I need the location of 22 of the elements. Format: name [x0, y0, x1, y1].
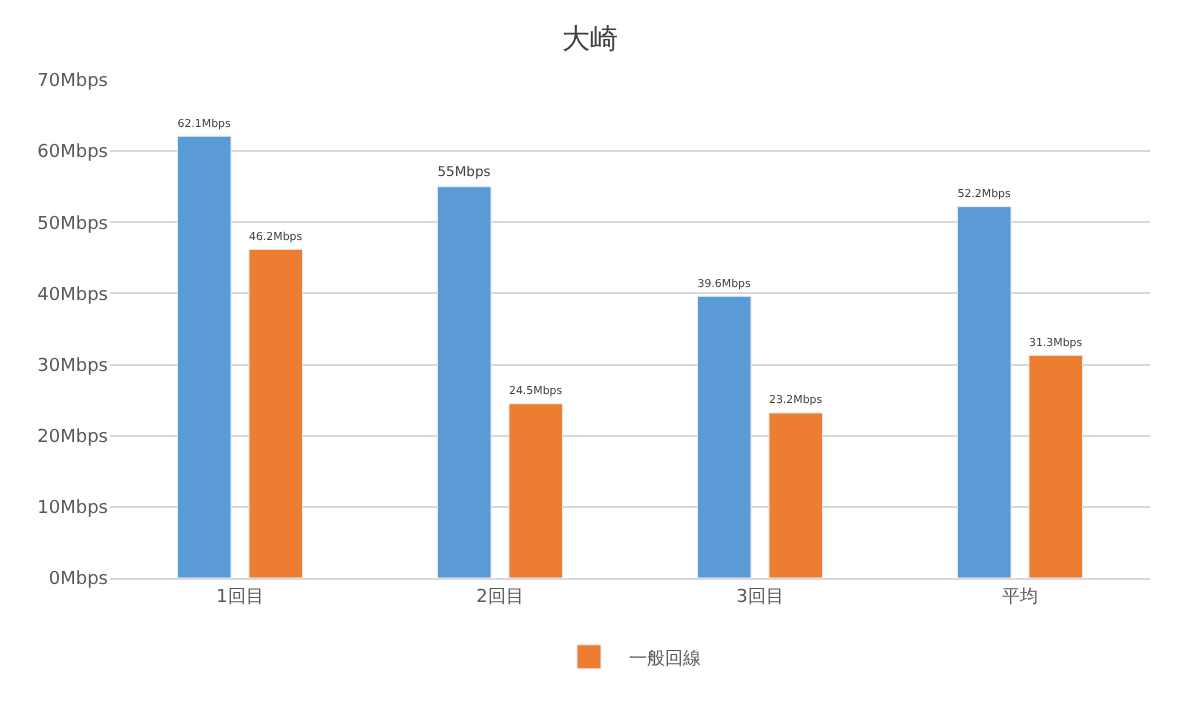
y-tick-label: 20Mbps	[37, 428, 109, 449]
x-tick-label: 1回目	[216, 587, 264, 608]
legend-label: 一般回線	[629, 647, 701, 670]
bar	[696, 295, 752, 578]
bar	[436, 186, 492, 578]
bar	[176, 135, 232, 578]
y-tick-label: 0Mbps	[48, 570, 109, 591]
y-tick-label: 50Mbps	[37, 214, 109, 235]
y-tick-label: 30Mbps	[37, 356, 109, 377]
y-tick-label: 60Mbps	[37, 143, 109, 164]
bar	[248, 248, 304, 578]
y-tick-label: 70Mbps	[37, 72, 109, 93]
bar	[768, 412, 824, 578]
bar	[508, 403, 564, 578]
x-tick-label: 3回目	[736, 587, 784, 608]
y-tick-label: 10Mbps	[37, 499, 109, 520]
y-tick-label: 40Mbps	[37, 285, 109, 306]
bar	[1028, 354, 1084, 578]
x-tick-label: 2回目	[476, 587, 524, 608]
x-tick-label: 平均	[1002, 585, 1038, 608]
chart-title: 大崎	[562, 24, 618, 56]
bar	[956, 206, 1012, 578]
